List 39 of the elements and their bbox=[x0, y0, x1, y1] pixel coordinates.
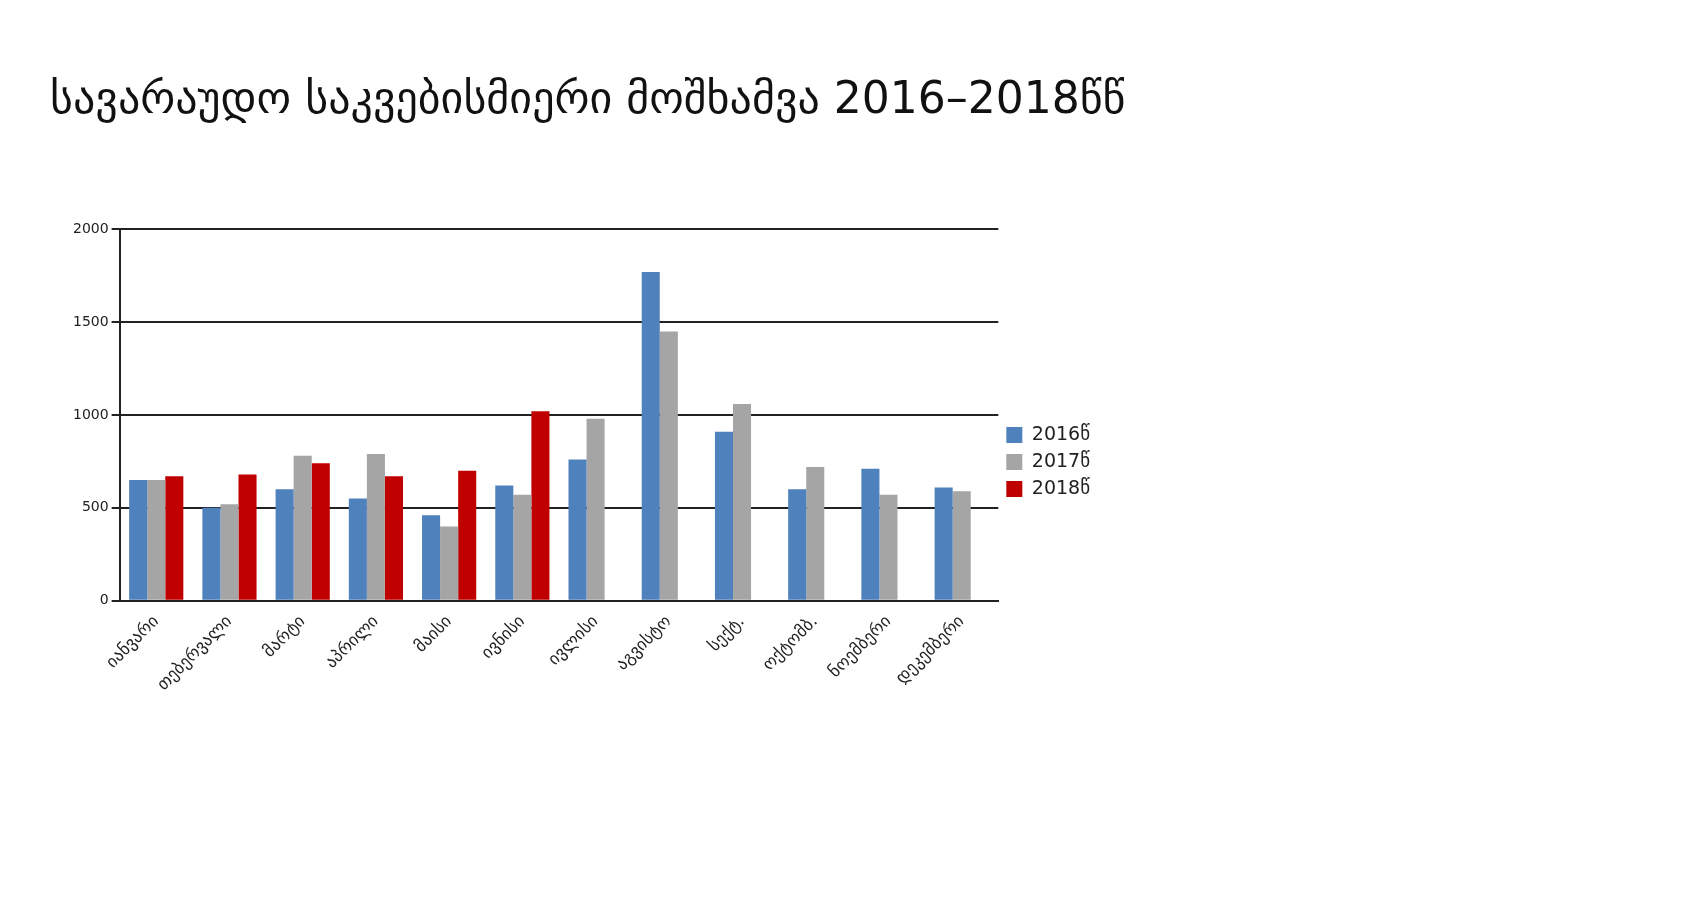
bar bbox=[659, 331, 678, 600]
y-tick-label: 2000 bbox=[72, 220, 109, 237]
legend-label: 2018წ bbox=[1031, 475, 1091, 498]
bar bbox=[348, 498, 367, 600]
legend-label: 2017წ bbox=[1031, 448, 1091, 471]
bar bbox=[165, 476, 184, 600]
bar bbox=[293, 455, 312, 600]
bar bbox=[129, 480, 148, 600]
bar bbox=[366, 454, 385, 600]
bar bbox=[440, 526, 459, 600]
bar bbox=[202, 507, 221, 600]
bar bbox=[238, 474, 257, 600]
bar bbox=[733, 403, 752, 600]
bar bbox=[531, 411, 550, 600]
bar bbox=[495, 485, 514, 600]
bar bbox=[788, 489, 807, 600]
bar bbox=[147, 480, 166, 600]
bar bbox=[513, 494, 532, 600]
bar bbox=[384, 476, 403, 600]
bar bbox=[586, 418, 605, 600]
bar bbox=[275, 489, 294, 600]
bar bbox=[568, 459, 587, 600]
bar bbox=[806, 467, 825, 600]
y-tick-label: 500 bbox=[81, 498, 109, 515]
y-tick-label: 0 bbox=[99, 591, 109, 608]
bar bbox=[861, 468, 880, 600]
y-tick-label: 1500 bbox=[72, 312, 109, 329]
chart-title: სავარაუდო საკვებისმიერი მოშხამვა 2016–2018წწ bbox=[50, 72, 1126, 123]
bar bbox=[714, 431, 733, 600]
bar bbox=[422, 515, 441, 600]
bar bbox=[879, 494, 898, 600]
y-tick-label: 1000 bbox=[72, 405, 109, 422]
bar bbox=[458, 470, 477, 600]
bar bbox=[311, 463, 330, 600]
bar bbox=[934, 487, 953, 600]
bar bbox=[952, 491, 971, 600]
legend-label: 2016წ bbox=[1031, 421, 1091, 444]
bar bbox=[220, 504, 239, 600]
bar bbox=[641, 272, 660, 600]
